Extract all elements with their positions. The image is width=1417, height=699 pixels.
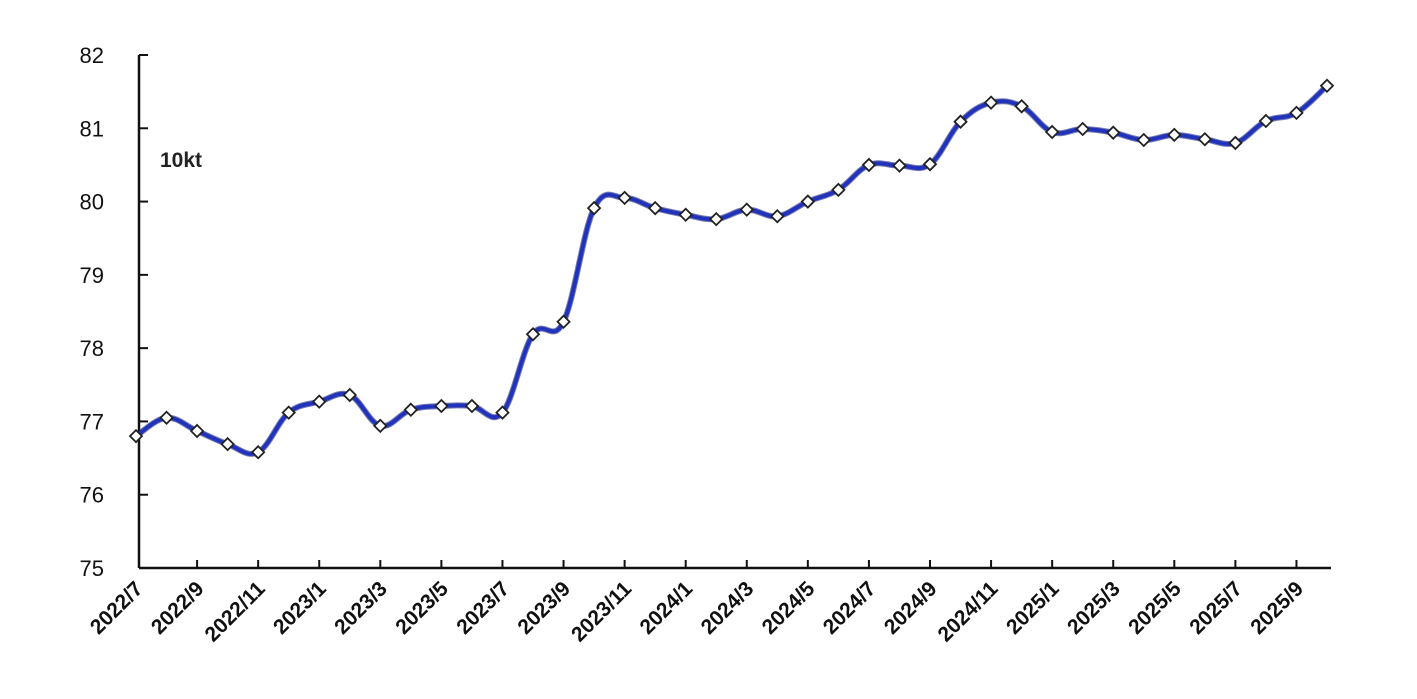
x-tick-label: 2025/5 (1124, 577, 1186, 639)
data-point (525, 326, 541, 342)
data-point (1136, 132, 1152, 148)
axes (137, 55, 1331, 570)
data-point (1289, 105, 1304, 121)
data-point (1044, 124, 1060, 140)
x-tick-label: 2024/1 (636, 577, 698, 639)
x-tick-label: 2022/11 (201, 577, 270, 646)
data-point (586, 200, 602, 216)
data-point (434, 398, 449, 414)
data-point (739, 202, 755, 217)
data-point (1319, 78, 1335, 94)
data-point (647, 200, 663, 216)
data-point (373, 418, 388, 434)
series (128, 78, 1335, 460)
x-tick-label: 2023/3 (330, 577, 392, 639)
y-tick-label: 75 (80, 556, 104, 581)
data-point (892, 158, 907, 173)
x-tick-label: 2024/5 (758, 577, 820, 639)
data-point (342, 387, 358, 403)
y-tick-label: 80 (80, 190, 104, 215)
data-point (953, 114, 968, 129)
x-tick-label: 2023/11 (567, 577, 636, 646)
y-tick-label: 77 (80, 409, 104, 434)
x-tick-label: 2022/9 (147, 577, 209, 639)
data-point (617, 190, 632, 206)
y-tick-label: 76 (80, 483, 104, 508)
data-point (1258, 113, 1274, 129)
x-tick-label: 2022/7 (86, 577, 148, 639)
y-tick-label: 82 (80, 43, 104, 68)
data-point (983, 95, 999, 110)
data-point (495, 405, 510, 420)
data-point (311, 394, 327, 409)
y-axis-ticks: 75 76 77 78 79 80 81 82 (80, 43, 148, 581)
x-tick-label: 2024/7 (819, 577, 881, 639)
y-tick-label: 79 (80, 263, 104, 288)
y-tick-label: 81 (80, 116, 104, 141)
x-tick-label: 2024/9 (880, 577, 942, 639)
x-tick-label: 2025/3 (1063, 577, 1125, 639)
data-point (678, 207, 693, 223)
data-point (800, 194, 816, 209)
y-tick-label: 78 (80, 336, 104, 361)
unit-label: 10kt (160, 149, 202, 172)
data-point (1105, 125, 1121, 140)
data-point (831, 182, 846, 198)
x-tick-label: 2025/9 (1246, 577, 1308, 639)
x-tick-label: 2025/7 (1185, 577, 1247, 639)
data-point (159, 410, 174, 426)
data-point (128, 428, 144, 444)
data-point (1197, 132, 1213, 147)
data-point (250, 444, 266, 460)
x-tick-label: 2024/3 (697, 577, 759, 639)
data-point (403, 402, 419, 417)
data-point (220, 436, 235, 452)
data-point (1075, 121, 1090, 137)
data-point (708, 211, 724, 227)
data-point (1167, 127, 1182, 143)
data-point (922, 156, 938, 172)
data-point (281, 405, 296, 420)
data-point (1014, 99, 1029, 114)
data-point (1228, 135, 1243, 151)
data-point (189, 423, 205, 439)
data-point (770, 208, 785, 224)
x-tick-label: 2024/11 (933, 577, 1002, 646)
x-tick-label: 2023/1 (269, 577, 331, 639)
x-tick-label: 2023/5 (391, 577, 453, 639)
x-tick-label: 2025/1 (1002, 577, 1064, 639)
data-point (556, 314, 571, 330)
data-point (861, 157, 877, 173)
data-point (464, 398, 480, 414)
x-tick-label: 2023/9 (513, 577, 575, 639)
x-tick-label: 2023/7 (452, 577, 514, 639)
